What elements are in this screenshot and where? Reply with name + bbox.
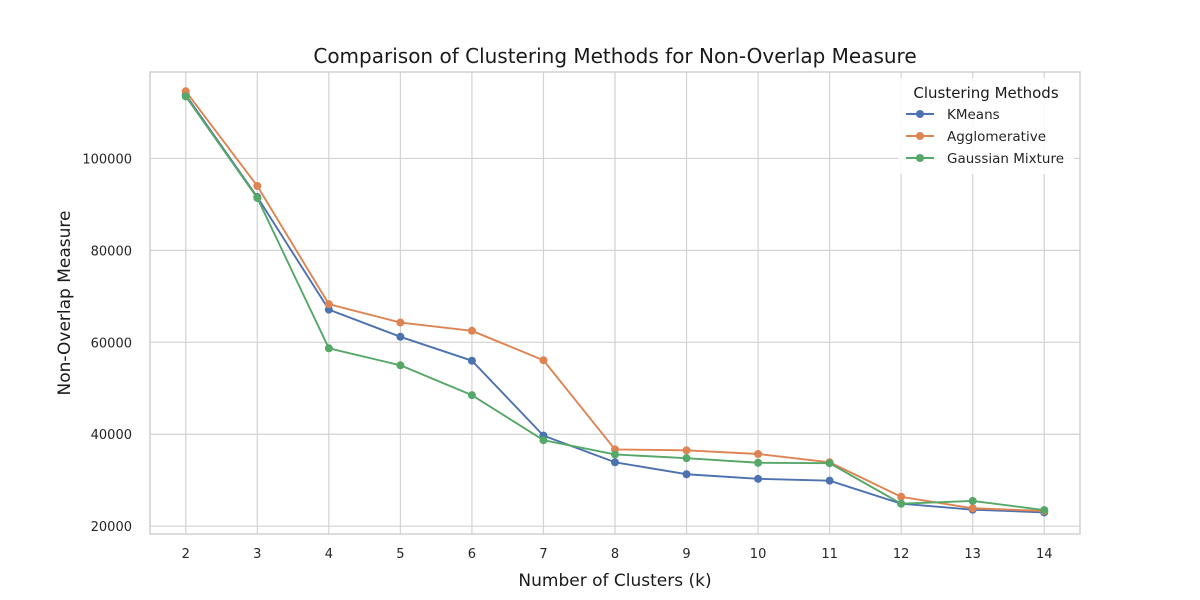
- legend: Clustering Methods KMeans Agglomerative Ga…: [898, 78, 1074, 174]
- data-point: [467, 391, 476, 400]
- series-gaussian-mixture: [181, 92, 1049, 515]
- data-point: [754, 458, 763, 467]
- series-agglomerative: [181, 87, 1049, 516]
- legend-title: Clustering Methods: [913, 84, 1058, 102]
- legend-swatch-marker: [916, 132, 924, 140]
- legend-swatch-marker: [916, 154, 924, 162]
- legend-label: KMeans: [947, 107, 1000, 123]
- x-tick-label: 5: [396, 547, 404, 562]
- data-point: [897, 492, 906, 501]
- data-point: [253, 193, 262, 202]
- data-point: [825, 459, 834, 468]
- data-point: [467, 326, 476, 335]
- x-tick-label: 11: [821, 547, 838, 562]
- legend-label: Agglomerative: [947, 129, 1046, 145]
- data-point: [611, 450, 619, 459]
- data-point: [682, 454, 691, 463]
- ticks: 2 3 4 5 6 7 8 9 10 11 12 13 14 20000 40000 60000 80000 10…: [82, 152, 1052, 562]
- data-point: [539, 436, 548, 445]
- data-point: [754, 450, 763, 459]
- x-axis-label: Number of Clusters (k): [518, 571, 711, 591]
- y-axis-label: Non-Overlap Measure: [55, 211, 75, 396]
- y-tick-label: 20000: [91, 520, 132, 535]
- legend-item: Gaussian Mixture: [906, 151, 1064, 167]
- data-point: [396, 332, 405, 341]
- data-point: [396, 318, 405, 327]
- x-tick-label: 12: [893, 547, 910, 562]
- data-point: [396, 361, 405, 370]
- plot-area-frame: [149, 71, 1081, 535]
- series: [181, 87, 1049, 517]
- legend-label: Gaussian Mixture: [947, 151, 1064, 167]
- data-point: [968, 496, 977, 505]
- x-tick-label: 4: [325, 547, 333, 562]
- data-point: [825, 476, 834, 485]
- x-tick-label: 2: [182, 547, 190, 562]
- data-point: [611, 458, 619, 467]
- data-point: [181, 92, 190, 101]
- y-tick-label: 60000: [91, 336, 132, 351]
- data-point: [324, 300, 333, 309]
- data-point: [968, 504, 977, 513]
- data-point: [1040, 506, 1049, 515]
- x-tick-label: 3: [253, 547, 261, 562]
- y-tick-label: 100000: [82, 152, 132, 167]
- data-point: [682, 446, 691, 455]
- data-point: [754, 474, 763, 483]
- x-tick-label: 9: [682, 547, 690, 562]
- legend-swatch-marker: [916, 110, 924, 118]
- legend-item: Agglomerative: [906, 129, 1046, 145]
- x-tick-label: 8: [611, 547, 619, 562]
- data-point: [324, 344, 333, 353]
- data-point: [467, 356, 476, 365]
- x-tick-label: 7: [539, 547, 547, 562]
- x-tick-label: 13: [964, 547, 981, 562]
- data-point: [682, 470, 691, 479]
- legend-item: KMeans: [906, 107, 1000, 123]
- y-tick-label: 80000: [91, 244, 132, 259]
- data-point: [253, 182, 262, 191]
- data-point: [324, 305, 333, 314]
- y-tick-label: 40000: [91, 428, 132, 443]
- x-tick-label: 6: [468, 547, 476, 562]
- data-point: [897, 499, 906, 508]
- x-tick-label: 10: [750, 547, 767, 562]
- x-tick-label: 14: [1036, 547, 1053, 562]
- chart-title: Comparison of Clustering Methods for Non…: [313, 44, 916, 68]
- data-point: [539, 356, 548, 365]
- legend-items: KMeans Agglomerative Gaussian Mixture: [906, 107, 1064, 167]
